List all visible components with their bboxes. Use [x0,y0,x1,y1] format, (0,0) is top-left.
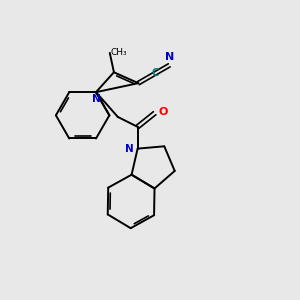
Text: O: O [159,107,168,117]
Text: N: N [92,94,100,104]
Text: CH₃: CH₃ [111,48,128,57]
Text: N: N [125,144,134,154]
Text: C: C [152,68,159,78]
Text: N: N [165,52,174,62]
